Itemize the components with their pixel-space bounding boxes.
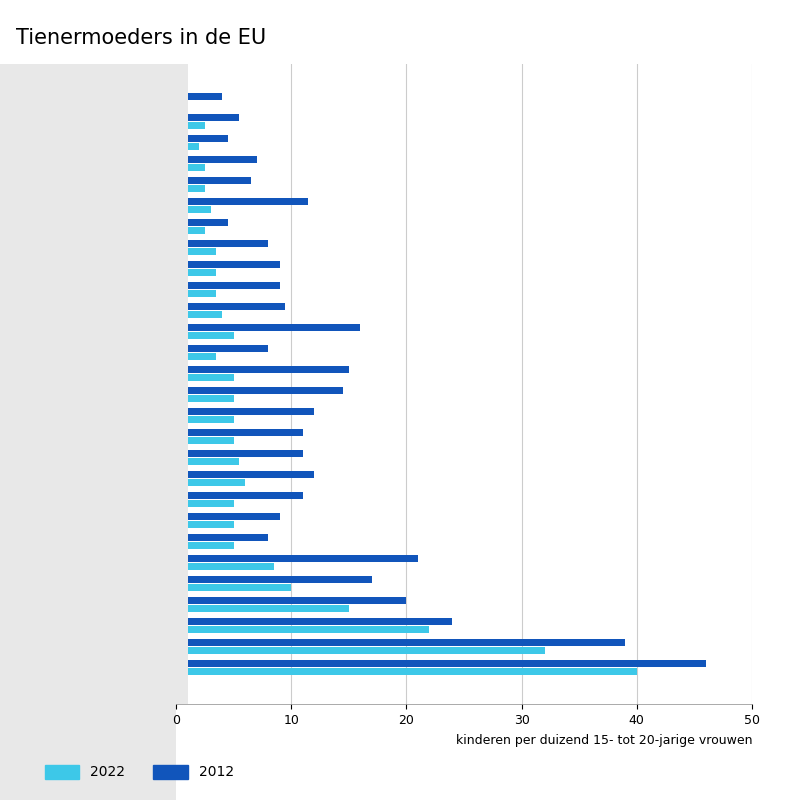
Bar xyxy=(176,659,706,667)
Bar xyxy=(176,219,228,226)
Bar xyxy=(176,240,268,247)
Bar xyxy=(176,626,430,633)
Bar xyxy=(176,143,199,150)
Bar xyxy=(176,261,280,268)
Bar xyxy=(176,374,234,381)
Bar xyxy=(176,198,309,206)
Bar xyxy=(176,114,239,122)
Bar xyxy=(176,416,234,423)
Bar xyxy=(176,290,216,298)
Bar xyxy=(176,646,545,654)
Bar xyxy=(176,492,302,499)
Bar xyxy=(176,534,268,541)
Bar xyxy=(176,282,280,290)
Bar xyxy=(176,521,234,528)
Bar xyxy=(176,638,626,646)
Bar xyxy=(176,164,205,171)
Bar xyxy=(176,269,216,276)
Bar xyxy=(176,101,187,109)
Bar xyxy=(176,332,234,339)
Bar xyxy=(176,408,314,415)
Bar xyxy=(176,311,222,318)
X-axis label: kinderen per duizend 15- tot 20-jarige vrouwen: kinderen per duizend 15- tot 20-jarige v… xyxy=(455,734,752,746)
Bar xyxy=(176,429,302,436)
Bar xyxy=(176,324,360,331)
Bar xyxy=(176,437,234,444)
Bar xyxy=(176,227,205,234)
Bar xyxy=(176,387,343,394)
Text: Tienermoeders in de EU: Tienermoeders in de EU xyxy=(16,28,266,48)
Bar xyxy=(176,554,418,562)
Bar xyxy=(176,93,222,101)
Bar xyxy=(176,500,234,507)
Bar xyxy=(176,353,216,360)
Bar xyxy=(176,542,234,549)
Bar xyxy=(176,185,205,192)
Bar xyxy=(176,618,453,625)
Bar xyxy=(176,156,257,163)
Bar xyxy=(176,248,216,255)
Bar xyxy=(176,177,251,184)
Bar xyxy=(176,576,372,583)
Bar xyxy=(176,478,245,486)
Bar xyxy=(176,366,349,373)
Bar xyxy=(176,206,210,214)
Bar xyxy=(176,584,291,591)
Bar xyxy=(176,562,274,570)
Bar xyxy=(176,597,406,604)
Bar xyxy=(176,450,302,457)
Legend: 2022, 2012: 2022, 2012 xyxy=(39,759,240,785)
Bar xyxy=(176,513,280,520)
Bar xyxy=(176,605,349,612)
Bar xyxy=(176,345,268,352)
Bar xyxy=(176,135,228,142)
Bar xyxy=(176,470,314,478)
Bar xyxy=(176,667,637,675)
Bar xyxy=(176,303,286,310)
Bar xyxy=(176,458,239,465)
Bar xyxy=(176,395,234,402)
Bar xyxy=(176,122,205,130)
